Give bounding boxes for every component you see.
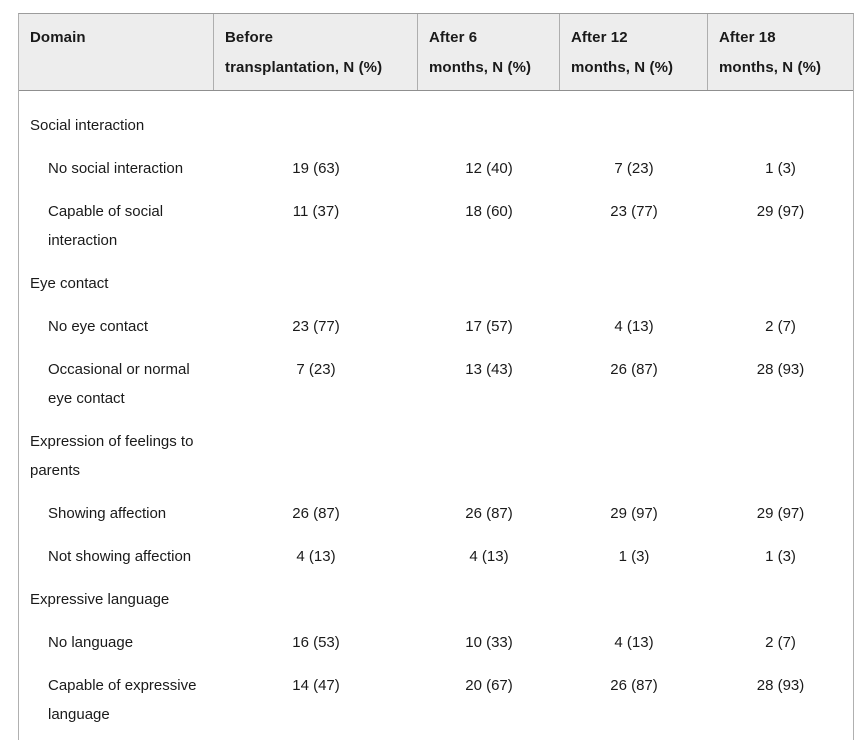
table-row: Capable of social interaction 11 (37) 18… <box>19 190 853 262</box>
value-cell: 11 (37) <box>292 203 340 220</box>
section-title-expressive-language: Expressive language <box>30 591 170 608</box>
value-cell: 7 (23) <box>614 160 654 177</box>
value-cell: 14 (47) <box>292 677 340 694</box>
value-cell: 26 (87) <box>610 361 658 378</box>
column-header-after-6-months: After 6 months, N (%) <box>418 14 560 90</box>
value-cell: 18 (60) <box>465 203 513 220</box>
row-label-not-showing-affection: Not showing affection <box>48 548 192 565</box>
value-cell: 23 (77) <box>292 318 340 335</box>
row-label-no-language: No language <box>48 634 134 651</box>
row-label-capable-of-expressive-language: Capable of expressive language <box>48 677 197 723</box>
section-title-eye-contact: Eye contact <box>30 275 109 292</box>
row-label-showing-affection: Showing affection <box>48 505 167 522</box>
section-title-expression-of-feelings: Expression of feelings to parents <box>30 433 194 479</box>
column-header-after-18-months: After 18 months, N (%) <box>719 29 822 76</box>
table-row: No eye contact 23 (77) 17 (57) 4 (13) 2 … <box>19 305 853 348</box>
row-label-capable-of-social-interaction: Capable of social interaction <box>48 203 164 249</box>
table-row: No language 16 (53) 10 (33) 4 (13) 2 (7) <box>19 621 853 664</box>
value-cell: 23 (77) <box>610 203 658 220</box>
value-cell: 16 (53) <box>292 634 340 651</box>
value-cell: 12 (40) <box>465 160 513 177</box>
row-label-no-social-interaction: No social interaction <box>48 160 184 177</box>
value-cell: 1 (3) <box>765 160 796 177</box>
value-cell: 29 (97) <box>756 203 805 220</box>
value-cell: 29 (97) <box>756 505 805 522</box>
value-cell: 1 (3) <box>618 548 650 565</box>
section-title-social-interaction: Social interaction <box>30 117 145 134</box>
column-header-after-12-months: After 12 months, N (%) <box>560 14 708 90</box>
section-header-row: Expressive language <box>19 578 853 621</box>
row-label-occasional-or-normal-eye-contact: Occasional or normal eye contact <box>48 361 190 407</box>
value-cell: 26 (87) <box>465 505 513 522</box>
table-body: Social interaction No social interaction… <box>19 91 853 736</box>
column-header-domain: Domain <box>19 14 214 90</box>
value-cell: 26 (87) <box>610 677 658 694</box>
value-cell: 28 (93) <box>756 361 805 378</box>
table-row: Capable of expressive language 14 (47) 2… <box>19 664 853 736</box>
value-cell: 10 (33) <box>465 634 513 651</box>
value-cell: 7 (23) <box>296 361 336 378</box>
value-cell: 1 (3) <box>765 548 796 565</box>
value-cell: 29 (97) <box>610 505 658 522</box>
value-cell: 17 (57) <box>465 318 513 335</box>
row-label-no-eye-contact: No eye contact <box>48 318 149 335</box>
table-header-row: Domain Before transplantation, N (%) Aft… <box>19 14 853 91</box>
section-header-row: Eye contact <box>19 262 853 305</box>
table-row: Not showing affection 4 (13) 4 (13) 1 (3… <box>19 535 853 578</box>
outcomes-table: Domain Before transplantation, N (%) Aft… <box>18 13 854 740</box>
value-cell: 19 (63) <box>292 160 340 177</box>
value-cell: 2 (7) <box>765 318 796 335</box>
table-row: No social interaction 19 (63) 12 (40) 7 … <box>19 147 853 190</box>
section-header-row: Expression of feelings to parents <box>19 420 853 492</box>
value-cell: 4 (13) <box>614 634 654 651</box>
value-cell: 4 (13) <box>469 548 509 565</box>
table-row: Occasional or normal eye contact 7 (23) … <box>19 348 853 420</box>
table-row: Showing affection 26 (87) 26 (87) 29 (97… <box>19 492 853 535</box>
value-cell: 2 (7) <box>765 634 796 651</box>
column-header-before-transplantation: Before transplantation, N (%) <box>214 14 418 90</box>
value-cell: 26 (87) <box>292 505 340 522</box>
value-cell: 4 (13) <box>614 318 654 335</box>
value-cell: 13 (43) <box>465 361 513 378</box>
value-cell: 28 (93) <box>756 677 805 694</box>
value-cell: 4 (13) <box>296 548 336 565</box>
value-cell: 20 (67) <box>465 677 513 694</box>
section-header-row: Social interaction <box>19 104 853 147</box>
